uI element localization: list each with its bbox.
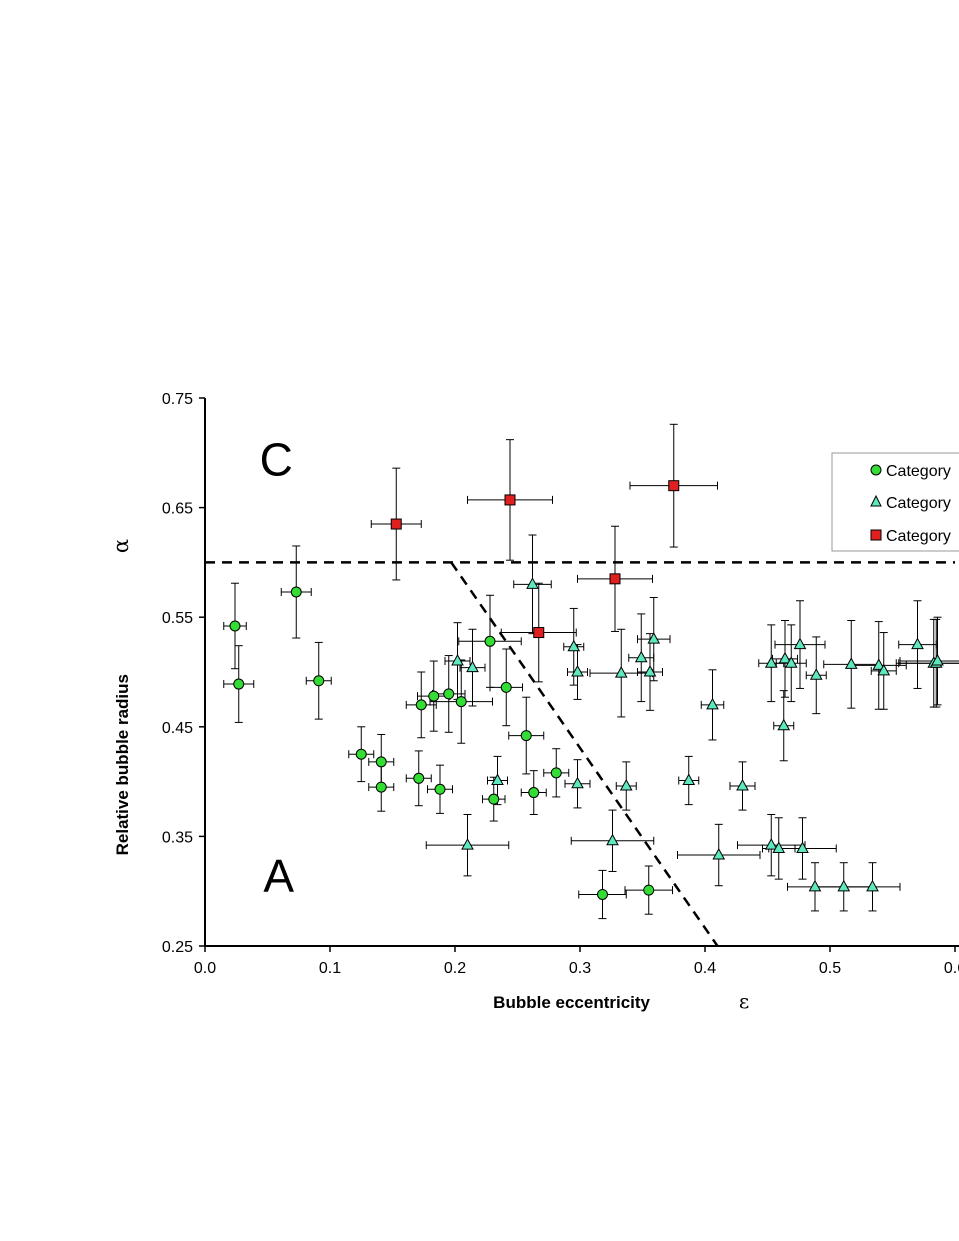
data-point-triangle — [866, 879, 879, 892]
y-tick-label: 0.55 — [162, 610, 193, 627]
x-tick-label: 0.0 — [194, 960, 216, 977]
data-point-triangle — [877, 663, 891, 676]
data-point-triangle — [567, 639, 581, 652]
y-axis-title: Relative bubble radius — [113, 674, 132, 855]
data-point-triangle — [784, 656, 798, 668]
data-point-triangle — [571, 664, 584, 677]
legend-label-3: Category — [886, 528, 951, 545]
data-point-triangle — [647, 632, 661, 644]
y-tick-label: 0.45 — [162, 720, 193, 737]
data-point-circle — [488, 793, 500, 805]
data-point-circle — [643, 884, 655, 896]
x-tick-label: 0.4 — [694, 960, 716, 977]
data-point-triangle — [793, 637, 807, 650]
data-point-triangle — [872, 658, 886, 670]
data-point-triangle — [778, 651, 792, 664]
data-point-triangle — [837, 879, 851, 892]
data-point-triangle — [844, 657, 858, 669]
data-point-triangle — [809, 668, 823, 680]
legend-triangle-marker — [870, 494, 882, 507]
data-point-circle — [355, 748, 367, 760]
data-point-triangle — [619, 778, 633, 791]
data-point-triangle — [643, 664, 657, 677]
data-point-circle — [428, 690, 440, 702]
data-point-circle — [434, 783, 446, 795]
data-point-triangle — [772, 841, 786, 853]
legend-label-1: Category — [886, 463, 951, 480]
data-point-circle — [233, 678, 245, 690]
y-tick-label: 0.65 — [162, 501, 193, 518]
data-point-circle — [375, 781, 387, 793]
y-axis-title-group: Relative bubble radius α — [109, 539, 133, 855]
data-point-circle — [500, 681, 512, 693]
data-point-triangle — [808, 879, 822, 892]
y-tick-label: 0.25 — [162, 939, 193, 956]
data-point-triangle — [764, 656, 778, 668]
data-point-circle — [528, 787, 540, 799]
y-axis-symbol: α — [109, 539, 133, 553]
data-point-square — [504, 494, 516, 506]
data-point-circle — [290, 586, 302, 598]
x-tick-label: 0.5 — [819, 960, 841, 977]
x-ticks: 0.0 0.1 0.2 0.3 0.4 0.5 0.6 — [194, 946, 959, 977]
data-point-triangle — [682, 773, 696, 786]
data-point-square — [390, 518, 402, 530]
data-point-triangle — [451, 654, 464, 666]
data-point-triangle — [526, 577, 539, 589]
data-point-circle — [313, 675, 325, 687]
legend: Category Category Category — [831, 452, 959, 552]
legend-label-2: Category — [886, 495, 951, 512]
y-tick-label: 0.35 — [162, 829, 193, 846]
data-point-circle — [455, 696, 467, 708]
x-axis-title: Bubble eccentricity — [493, 993, 650, 1012]
data-point-triangle — [736, 778, 749, 791]
data-point-circle — [484, 635, 496, 647]
y-ticks: 0.25 0.35 0.45 0.55 0.65 0.75 — [162, 391, 205, 956]
data-point-triangle — [911, 637, 924, 650]
data-point-triangle — [614, 666, 628, 678]
x-tick-label: 0.2 — [444, 960, 466, 977]
region-label-a: A — [263, 850, 294, 902]
x-tick-label: 0.6 — [944, 960, 959, 977]
data-point-triangle — [461, 838, 474, 850]
data-point-triangle — [466, 660, 479, 673]
data-point-square — [668, 480, 680, 492]
region-label-c: C — [260, 433, 293, 485]
boundary-lines — [205, 561, 955, 947]
y-tick-label: 0.75 — [162, 391, 193, 408]
data-point-triangle — [634, 650, 648, 663]
boundary-line-diagonal — [450, 561, 719, 947]
data-point-triangle — [606, 833, 619, 846]
data-point-triangle — [931, 654, 944, 666]
data-point-circle — [415, 699, 427, 711]
x-axis-symbol: ε — [739, 989, 749, 1013]
data-markers — [229, 480, 944, 900]
data-point-square — [533, 627, 545, 639]
x-tick-label: 0.1 — [319, 960, 341, 977]
data-point-circle — [229, 620, 241, 632]
data-point-triangle — [777, 718, 791, 731]
x-tick-label: 0.3 — [569, 960, 591, 977]
data-point-triangle — [764, 838, 778, 850]
legend-box — [831, 452, 959, 552]
data-point-circle — [550, 767, 562, 779]
data-point-triangle — [491, 773, 504, 786]
legend-circle-marker — [870, 464, 882, 476]
data-point-triangle — [571, 776, 584, 789]
legend-square-marker — [870, 529, 882, 541]
data-point-triangle — [712, 847, 726, 860]
data-point-circle — [520, 730, 532, 742]
data-point-circle — [375, 756, 387, 768]
data-point-circle — [443, 688, 455, 700]
data-point-circle — [597, 888, 608, 900]
data-point-triangle — [796, 841, 809, 853]
data-point-triangle — [706, 697, 719, 710]
data-point-square — [609, 573, 621, 585]
data-point-circle — [413, 772, 425, 784]
